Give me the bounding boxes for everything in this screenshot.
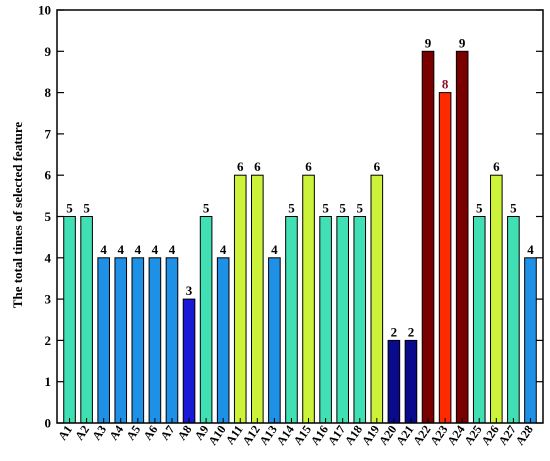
bar-A4 bbox=[114, 257, 128, 424]
bar-value-label-A4: 4 bbox=[118, 242, 125, 257]
bar-A14 bbox=[285, 216, 298, 424]
x-tick-label-A3: A3 bbox=[89, 423, 109, 443]
x-tick-label-A5: A5 bbox=[123, 423, 143, 443]
x-tick-label-A4: A4 bbox=[106, 423, 126, 443]
bar-value-label-A17: 5 bbox=[339, 201, 346, 216]
bar-value-label-A3: 4 bbox=[100, 242, 107, 257]
y-tick-label: 10 bbox=[38, 3, 51, 18]
bar-value-label-A2: 5 bbox=[83, 201, 90, 216]
bar-value-label-A12: 6 bbox=[254, 159, 261, 174]
bar-value-label-A11: 6 bbox=[237, 159, 244, 174]
y-tick-label: 0 bbox=[45, 416, 52, 431]
y-tick-label: 1 bbox=[45, 374, 52, 389]
y-tick-label: 2 bbox=[45, 333, 52, 348]
bar-value-label-A19: 6 bbox=[374, 159, 381, 174]
bar-A10 bbox=[216, 257, 230, 424]
x-tick-label-A28: A28 bbox=[513, 423, 536, 448]
bar-value-label-A15: 6 bbox=[305, 159, 312, 174]
bar-value-label-A16: 5 bbox=[322, 201, 329, 216]
y-tick-label: 5 bbox=[45, 209, 52, 224]
bar-A28 bbox=[524, 257, 537, 424]
bar-value-label-A13: 4 bbox=[271, 242, 278, 257]
bar-A26 bbox=[490, 174, 503, 424]
x-tick-label-A2: A2 bbox=[72, 423, 92, 443]
bar-value-label-A28: 4 bbox=[527, 242, 534, 257]
y-tick-label: 6 bbox=[45, 168, 52, 183]
y-tick-label: 4 bbox=[45, 250, 52, 265]
bar-A7 bbox=[165, 257, 179, 424]
bar-A19 bbox=[370, 174, 384, 424]
x-tick-label-A8: A8 bbox=[175, 423, 195, 443]
bar-A24 bbox=[455, 50, 469, 424]
bar-value-label-A18: 5 bbox=[357, 201, 364, 216]
bar-A11 bbox=[233, 174, 247, 424]
bar-value-label-A25: 5 bbox=[476, 201, 483, 216]
bar-A12 bbox=[251, 174, 264, 424]
bar-A27 bbox=[507, 216, 520, 424]
bar-value-label-A5: 4 bbox=[135, 242, 142, 257]
plot-frame bbox=[56, 9, 544, 424]
y-tick-label: 9 bbox=[45, 44, 52, 59]
bar-A1 bbox=[63, 216, 76, 424]
bar-A13 bbox=[268, 257, 281, 424]
bar-A6 bbox=[148, 257, 162, 424]
bar-A15 bbox=[302, 174, 315, 424]
bar-value-label-A20: 2 bbox=[391, 324, 398, 339]
bar-A16 bbox=[319, 216, 332, 424]
bar-A20 bbox=[387, 339, 401, 424]
bar-value-label-A10: 4 bbox=[220, 242, 227, 257]
bar-A9 bbox=[199, 216, 213, 424]
y-tick-label: 8 bbox=[45, 85, 52, 100]
bar-A2 bbox=[80, 216, 93, 424]
bar-value-label-A14: 5 bbox=[288, 201, 295, 216]
bar-value-label-A6: 4 bbox=[152, 242, 159, 257]
bar-value-label-A8: 3 bbox=[186, 283, 193, 298]
bar-A22 bbox=[421, 50, 435, 424]
bar-A23 bbox=[438, 92, 452, 424]
x-tick-label-A7: A7 bbox=[158, 423, 178, 443]
y-tick-label: 3 bbox=[45, 292, 52, 307]
bar-A18 bbox=[353, 216, 367, 424]
x-tick-label-A6: A6 bbox=[140, 423, 160, 443]
bar-value-label-A9: 5 bbox=[203, 201, 210, 216]
bar-A21 bbox=[404, 339, 418, 424]
bar-A25 bbox=[472, 216, 486, 424]
bar-value-label-A22: 9 bbox=[425, 35, 432, 50]
y-tick-label: 7 bbox=[45, 126, 52, 141]
x-tick-label-A1: A1 bbox=[55, 423, 75, 443]
bar-value-label-A1: 5 bbox=[66, 201, 73, 216]
x-tick-label-A9: A9 bbox=[192, 423, 212, 443]
bar-value-label-A7: 4 bbox=[169, 242, 176, 257]
bar-A5 bbox=[131, 257, 145, 424]
bar-A3 bbox=[97, 257, 110, 424]
bar-value-label-A24: 9 bbox=[459, 35, 466, 50]
bar-value-label-A27: 5 bbox=[510, 201, 517, 216]
y-axis-title: The total times of selected feature bbox=[10, 122, 25, 309]
bar-value-label-A21: 2 bbox=[408, 324, 415, 339]
bar-A8 bbox=[182, 298, 196, 424]
bar-A17 bbox=[336, 216, 349, 424]
bar-value-label-A26: 6 bbox=[493, 159, 500, 174]
bar-value-label-A23: 8 bbox=[442, 77, 449, 92]
